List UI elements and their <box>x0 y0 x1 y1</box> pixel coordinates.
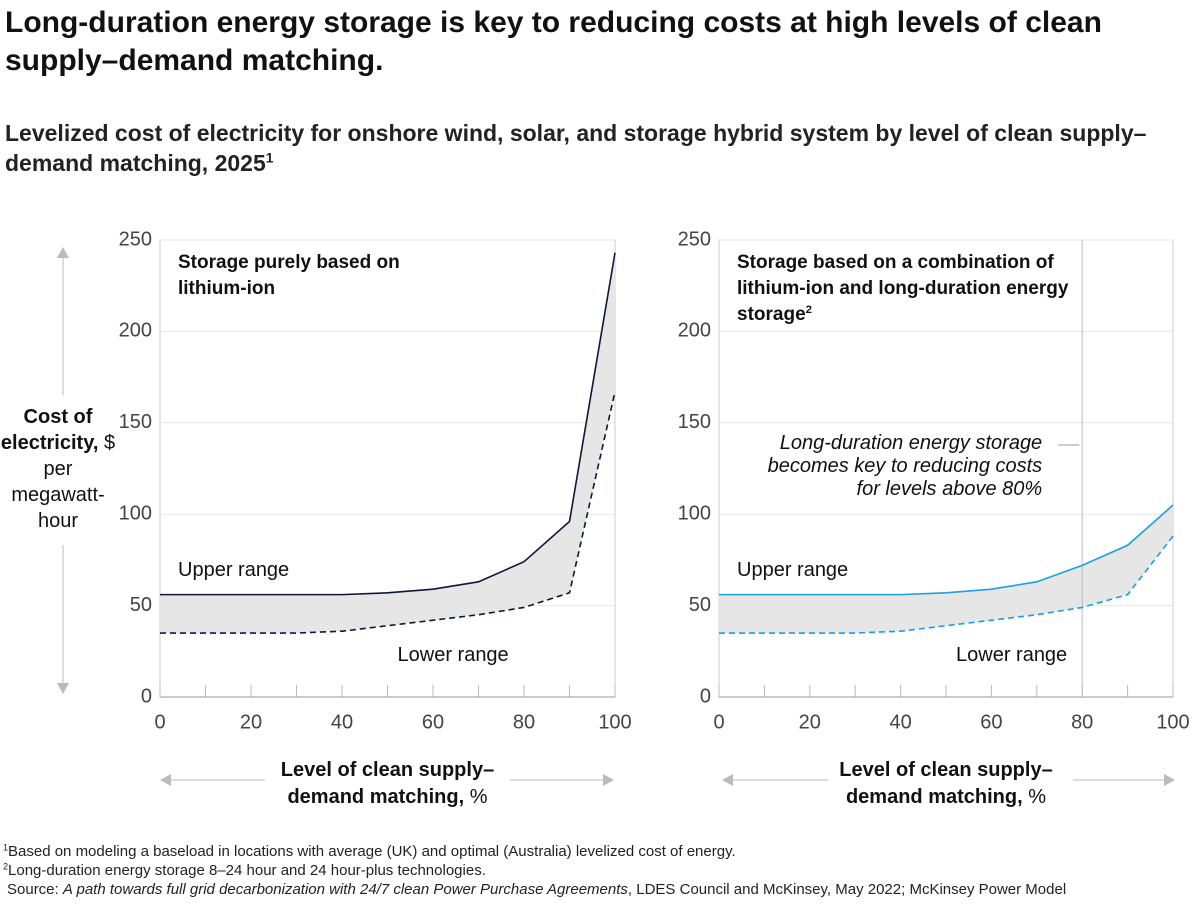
panel-title: Storage purely based on lithium-ion <box>178 250 408 302</box>
panel-title-text: Storage based on a combination of lithiu… <box>737 252 1069 325</box>
y-axis-label: Cost of electricity, $ per megawatt-hour <box>0 404 116 534</box>
x-tick-label: 0 <box>154 711 165 733</box>
y-axis-label-bold: Cost of electricity, <box>0 406 99 454</box>
footnote-marker: 1 <box>3 842 9 853</box>
arrow-head <box>603 774 614 786</box>
x-tick-label: 20 <box>240 711 262 733</box>
source-label: Source: <box>7 881 59 898</box>
x-tick-label: 40 <box>331 711 353 733</box>
y-tick-label: 150 <box>119 411 152 433</box>
x-tick-label: 100 <box>598 711 631 733</box>
y-tick-label: 250 <box>678 228 711 250</box>
annotation-line-text: Long-duration energy storage <box>780 432 1042 454</box>
panel-title: Storage based on a combination of lithiu… <box>737 250 1077 328</box>
x-tick-label: 20 <box>799 711 821 733</box>
y-tick-label: 150 <box>678 411 711 433</box>
series-line <box>719 504 1174 596</box>
arrow-head <box>57 247 69 258</box>
series-line <box>160 252 616 596</box>
x-tick-label: 60 <box>422 711 444 733</box>
annotation-line-text: for levels above 80% <box>857 478 1043 500</box>
x-tick-label: 60 <box>980 711 1002 733</box>
footnote-marker: 2 <box>805 304 812 317</box>
x-axis-label: Level of clean supply–demand matching, % <box>821 757 1071 811</box>
series-line <box>719 535 1174 634</box>
footnote-marker: 2 <box>3 861 9 872</box>
y-tick-label: 200 <box>119 320 152 342</box>
arrow-head <box>1164 774 1175 786</box>
x-axis-label-rest: % <box>1028 786 1047 808</box>
subtitle-text: Levelized cost of electricity for onshor… <box>5 120 1147 176</box>
series-line <box>160 391 616 634</box>
series-label: Upper range <box>737 559 848 581</box>
x-axis-label-bold: Level of clean supply–demand matching, <box>839 759 1053 808</box>
range-band <box>719 505 1173 634</box>
annotation-line-text: becomes key to reducing costs <box>768 455 1043 477</box>
x-tick-label: 80 <box>1071 711 1093 733</box>
footnote-text: Long-duration energy storage 8–24 hour a… <box>8 862 486 879</box>
footnote-text: Based on modeling a baseload in location… <box>8 843 736 860</box>
x-tick-label: 40 <box>889 711 911 733</box>
panel-title-text: Storage purely based on lithium-ion <box>178 252 400 299</box>
footnote: 2Long-duration energy storage 8–24 hour … <box>3 861 1193 880</box>
y-tick-label: 0 <box>141 685 152 707</box>
y-tick-label: 50 <box>689 594 711 616</box>
subtitle: Levelized cost of electricity for onshor… <box>5 118 1185 178</box>
y-tick-label: 0 <box>700 685 711 707</box>
notes: 1Based on modeling a baseload in locatio… <box>3 842 1193 899</box>
footnote: 1Based on modeling a baseload in locatio… <box>3 842 1193 861</box>
source-rest: , LDES Council and McKinsey, May 2022; M… <box>627 881 1067 898</box>
arrow-head <box>160 774 171 786</box>
x-tick-label: 0 <box>713 711 724 733</box>
x-axis-label: Level of clean supply–demand matching, % <box>263 757 513 811</box>
source-title: A path towards full grid decarbonization… <box>62 881 628 898</box>
y-tick-label: 100 <box>119 502 152 524</box>
arrow-head <box>57 683 69 694</box>
y-tick-label: 50 <box>130 594 152 616</box>
y-tick-label: 250 <box>119 228 152 250</box>
footnote-marker: 1 <box>265 150 274 166</box>
y-tick-label: 100 <box>678 502 711 524</box>
series-label: Lower range <box>398 644 509 666</box>
title: Long-duration energy storage is key to r… <box>5 6 1102 77</box>
y-axis-label-rest: $ per megawatt-hour <box>11 432 116 532</box>
x-axis-label-bold: Level of clean supply–demand matching, <box>280 759 495 808</box>
x-tick-label: 100 <box>1156 711 1189 733</box>
y-tick-label: 200 <box>678 320 711 342</box>
arrow-head <box>722 774 733 786</box>
source: Source: A path towards full grid decarbo… <box>3 880 1193 899</box>
series-label: Lower range <box>956 644 1067 666</box>
x-tick-label: 80 <box>513 711 535 733</box>
series-label: Upper range <box>178 559 289 581</box>
annotation: Long-duration energy storage becomes key … <box>768 432 1043 500</box>
x-axis-label-rest: % <box>469 786 488 808</box>
